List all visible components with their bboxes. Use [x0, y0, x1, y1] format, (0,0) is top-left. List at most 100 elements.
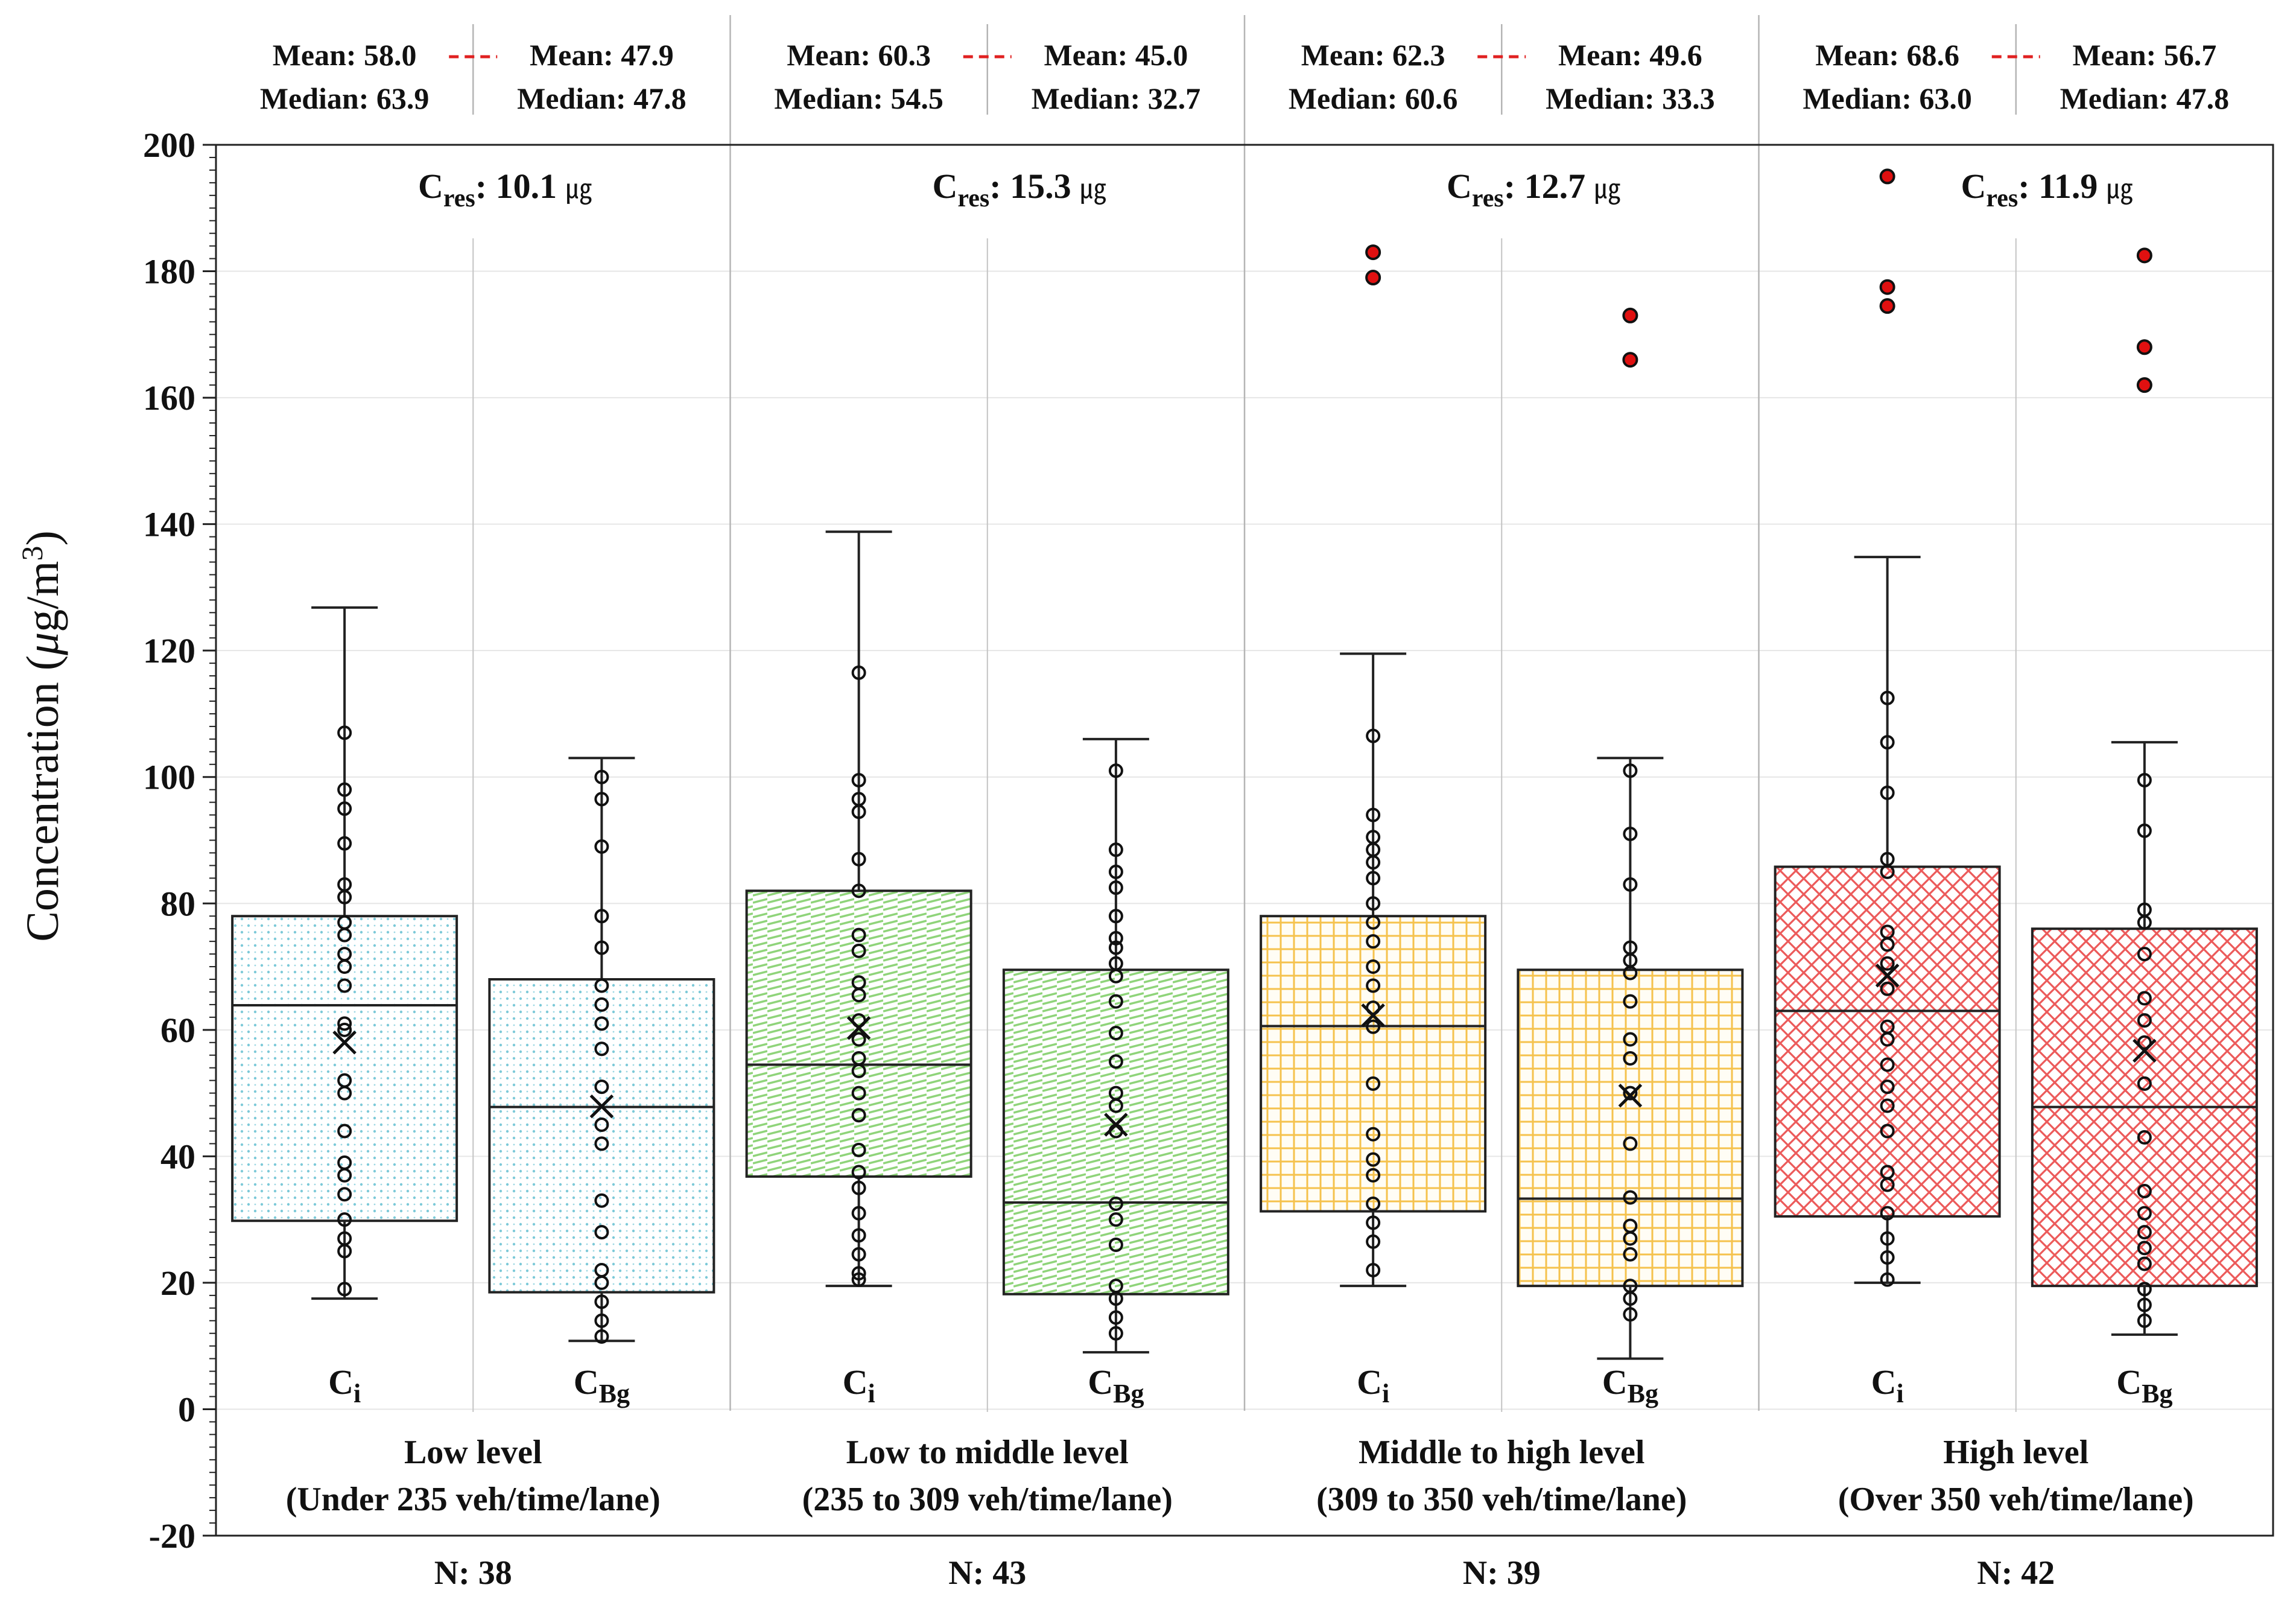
mean-stat: Mean: 62.3 [1301, 38, 1445, 72]
mean-marker [2133, 1038, 2157, 1063]
mean-stat-label: Mean: [1044, 38, 1135, 72]
mean-stat-label: Mean: [530, 38, 621, 72]
data-point [2137, 947, 2152, 962]
mean-marker [1104, 1113, 1128, 1137]
c-res-colon: : [1504, 167, 1524, 206]
data-point [1623, 763, 1638, 778]
data-point [1366, 1234, 1381, 1249]
median-stat: Median: 33.3 [1546, 81, 1715, 115]
iqr-box [1002, 968, 1229, 1295]
y-axis-label-text: Concentration [17, 670, 68, 942]
median-stat-label: Median: [517, 81, 633, 115]
data-point [337, 1016, 352, 1031]
data-point [2137, 1225, 2152, 1240]
c-res-value: 15.3 [1010, 167, 1080, 206]
data-point [1366, 1196, 1381, 1211]
mean-marker [589, 1094, 614, 1119]
data-point [851, 883, 866, 898]
y-tick-label: 120 [143, 631, 195, 670]
y-tick-label: 100 [143, 758, 195, 797]
data-point [594, 1117, 609, 1132]
mean-marker [1875, 963, 1900, 988]
c-res-sub: res [443, 185, 475, 212]
data-point [594, 1193, 609, 1208]
data-point [1880, 1019, 1895, 1034]
box-label: CBg [2116, 1362, 2172, 1408]
outlier-point [1365, 244, 1381, 261]
n-count-label: N: [948, 1554, 992, 1592]
data-point [2137, 991, 2152, 1006]
data-point [851, 1165, 866, 1180]
median-stat-value: 47.8 [633, 81, 687, 115]
data-point [1108, 909, 1123, 924]
data-point [2137, 1282, 2152, 1297]
data-point [1108, 842, 1123, 857]
c-res-label: Cres: 15.3 ㎍ [933, 167, 1107, 212]
group-label-range: (Under 235 veh/time/lane) [286, 1481, 661, 1518]
outlier-point [2136, 339, 2152, 355]
y-axis-label-paren-close: ) [17, 530, 68, 545]
box-label: CBg [1602, 1362, 1658, 1408]
data-point [1880, 1079, 1895, 1095]
data-point [1366, 1262, 1381, 1277]
data-point [594, 940, 609, 955]
data-point [851, 1272, 866, 1287]
data-point [594, 909, 609, 924]
c-res-sub: res [1472, 185, 1504, 212]
box-label-main: C [574, 1362, 599, 1402]
mean-stat-value: 56.7 [2164, 38, 2217, 72]
box-label-main: C [1357, 1362, 1382, 1402]
data-point [851, 943, 866, 958]
y-axis-label: Concentration (μg/m3) [15, 530, 68, 942]
n-count-value: 43 [992, 1554, 1026, 1592]
c-res-unit: ㎍ [566, 174, 592, 205]
data-point [1880, 924, 1895, 939]
y-tick-label: -20 [149, 1516, 195, 1556]
mean-stat: Mean: 58.0 [273, 38, 417, 72]
group-label-range: (235 to 309 veh/time/lane) [802, 1481, 1173, 1518]
data-point [1366, 978, 1381, 993]
group-label-name: Low to middle level [846, 1434, 1129, 1471]
c-res-label: Cres: 10.1 ㎍ [418, 167, 592, 212]
data-point [1108, 930, 1123, 946]
data-point [1366, 1127, 1381, 1142]
median-stat: Median: 47.8 [2060, 81, 2230, 115]
data-point [1623, 1247, 1638, 1262]
data-point [1366, 959, 1381, 974]
c-res-unit: ㎍ [2107, 174, 2133, 205]
data-point [1880, 851, 1895, 866]
median-stat-label: Median: [2060, 81, 2177, 115]
data-point [1880, 1231, 1895, 1246]
box-label-main: C [2116, 1362, 2142, 1402]
data-point [1623, 827, 1638, 842]
c-res-value: 12.7 [1524, 167, 1594, 206]
data-point [1366, 934, 1381, 949]
c-res-main: C [1447, 167, 1472, 206]
mean-marker [846, 1016, 871, 1040]
median-stat-label: Median: [774, 81, 890, 115]
mean-stat: Mean: 45.0 [1044, 38, 1188, 72]
box-label: Ci [1871, 1362, 1904, 1408]
y-axis-label-sup: 3 [15, 546, 49, 561]
data-point [1108, 1238, 1123, 1253]
n-count-label: N: [1463, 1554, 1507, 1592]
c-res-main: C [418, 167, 443, 206]
data-point [337, 978, 352, 993]
box-label-sub: i [867, 1379, 875, 1408]
y-tick-label: 140 [143, 505, 195, 544]
data-point [851, 1180, 866, 1195]
data-point [594, 1079, 609, 1095]
data-point [851, 1142, 866, 1157]
outlier-point [2136, 377, 2152, 393]
box-label-sub: i [1382, 1379, 1389, 1408]
data-point [594, 978, 609, 993]
outlier-point [1622, 352, 1638, 368]
data-point [2137, 902, 2152, 917]
box-label-main: C [843, 1362, 868, 1402]
group-label-name: Low level [404, 1434, 542, 1471]
outlier-point [1879, 298, 1895, 314]
data-point [1108, 1279, 1123, 1294]
data-point [1366, 1019, 1381, 1034]
data-point [1880, 785, 1895, 800]
n-count-value: 39 [1507, 1554, 1541, 1592]
